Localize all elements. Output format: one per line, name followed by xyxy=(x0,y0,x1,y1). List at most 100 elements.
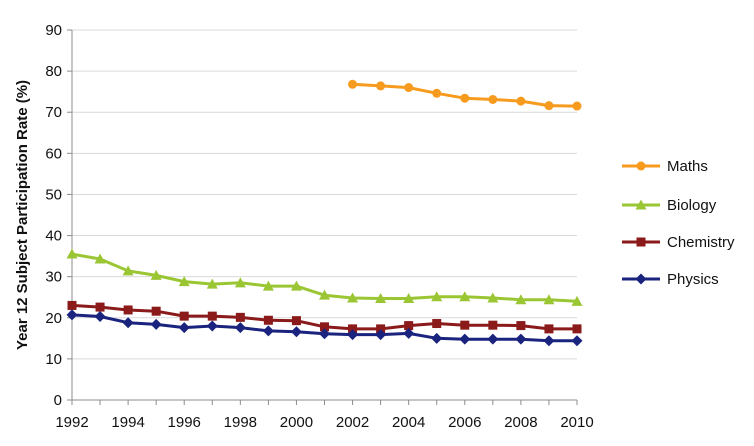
legend-item-physics: Physics xyxy=(622,271,719,288)
data-point-biology xyxy=(319,289,330,300)
data-point-physics xyxy=(234,322,246,334)
data-point-chemistry xyxy=(263,315,273,325)
data-point-maths xyxy=(516,96,526,106)
data-point-biology xyxy=(459,291,471,302)
data-point-physics xyxy=(375,329,387,341)
legend-marker-maths xyxy=(636,161,646,171)
data-point-maths xyxy=(544,101,554,111)
series-biology xyxy=(66,248,583,306)
data-point-chemistry xyxy=(432,319,442,329)
data-point-biology xyxy=(94,253,106,264)
legend-marker-physics xyxy=(635,273,647,285)
legend-marker-chemistry xyxy=(636,237,646,247)
y-tick-label: 20 xyxy=(45,310,62,327)
x-tick-label: 1998 xyxy=(224,414,257,431)
y-tick-label: 0 xyxy=(54,392,62,409)
data-point-biology xyxy=(150,269,162,280)
data-point-maths xyxy=(432,88,442,98)
data-point-physics xyxy=(66,309,78,321)
data-point-physics xyxy=(543,335,555,347)
series-maths xyxy=(348,79,582,111)
data-point-physics xyxy=(571,335,583,347)
data-point-biology xyxy=(487,292,499,303)
data-point-chemistry xyxy=(544,324,554,334)
legend-marker-biology xyxy=(635,199,647,210)
data-point-chemistry xyxy=(179,311,189,321)
x-tick-label: 2004 xyxy=(392,414,425,431)
data-point-maths xyxy=(572,101,582,111)
data-point-maths xyxy=(376,81,386,91)
data-point-biology xyxy=(234,277,246,288)
data-point-physics xyxy=(122,317,134,329)
data-point-biology xyxy=(66,248,78,259)
y-tick-label: 60 xyxy=(45,145,62,162)
data-point-biology xyxy=(375,292,387,303)
data-point-physics xyxy=(515,333,527,345)
data-point-biology xyxy=(290,280,302,291)
data-point-maths xyxy=(460,93,470,103)
x-tick-label: 1992 xyxy=(55,414,88,431)
data-point-biology xyxy=(571,295,583,306)
legend-item-biology: Biology xyxy=(622,197,717,214)
x-tick-label: 2010 xyxy=(560,414,593,431)
data-point-maths xyxy=(488,94,498,104)
data-point-physics xyxy=(150,318,162,330)
data-point-chemistry xyxy=(572,324,582,334)
x-tick-label: 2006 xyxy=(448,414,481,431)
legend: Maths Biology Chemistry Physics xyxy=(622,158,735,288)
data-point-physics xyxy=(319,328,330,340)
data-point-chemistry xyxy=(516,321,526,331)
data-point-physics xyxy=(459,333,471,345)
data-point-chemistry xyxy=(460,320,470,330)
series-physics xyxy=(66,309,583,347)
legend-label-maths: Maths xyxy=(667,158,708,175)
legend-label-chemistry: Chemistry xyxy=(667,234,735,251)
y-tick-label: 40 xyxy=(45,228,62,245)
data-point-physics xyxy=(178,322,190,334)
x-tick-label: 1996 xyxy=(168,414,201,431)
data-point-biology xyxy=(543,294,555,305)
data-point-biology xyxy=(206,278,218,289)
series-chemistry xyxy=(67,300,582,334)
legend-label-physics: Physics xyxy=(667,271,719,288)
data-point-chemistry xyxy=(235,312,245,322)
data-point-chemistry xyxy=(67,300,77,310)
y-tick-label: 50 xyxy=(45,186,62,203)
legend-item-maths: Maths xyxy=(622,158,708,175)
data-point-physics xyxy=(347,329,359,341)
data-point-physics xyxy=(431,332,443,344)
y-tick-label: 30 xyxy=(45,269,62,286)
legend-label-biology: Biology xyxy=(667,197,717,214)
series-layer xyxy=(66,79,583,347)
data-point-biology xyxy=(347,292,359,303)
data-point-biology xyxy=(262,280,274,291)
data-point-chemistry xyxy=(488,320,498,330)
data-point-maths xyxy=(404,83,414,93)
x-tick-label: 2002 xyxy=(336,414,369,431)
data-point-physics xyxy=(94,311,106,323)
legend-item-chemistry: Chemistry xyxy=(622,234,735,251)
data-point-physics xyxy=(403,327,415,339)
y-tick-label: 90 xyxy=(45,22,62,39)
data-point-biology xyxy=(515,294,527,305)
axis-layer: 0 10 20 30 40 50 60 70 80 90 1992 1994 1996 1998 2000 2… xyxy=(45,22,593,431)
data-point-chemistry xyxy=(95,302,105,312)
data-point-physics xyxy=(262,325,274,337)
data-point-biology xyxy=(178,276,190,287)
y-axis-title: Year 12 Subject Participation Rate (%) xyxy=(14,80,31,350)
data-point-chemistry xyxy=(404,321,414,331)
data-point-physics xyxy=(206,320,218,332)
y-tick-label: 80 xyxy=(45,63,62,80)
x-tick-label: 2000 xyxy=(280,414,313,431)
data-point-maths xyxy=(348,79,358,89)
data-point-physics xyxy=(487,333,499,345)
x-tick-label: 1994 xyxy=(111,414,144,431)
data-point-chemistry xyxy=(123,305,133,315)
data-point-biology xyxy=(431,291,443,302)
data-point-chemistry xyxy=(207,311,217,321)
data-point-physics xyxy=(290,326,302,338)
data-point-chemistry xyxy=(151,306,161,316)
y-tick-label: 70 xyxy=(45,104,62,121)
